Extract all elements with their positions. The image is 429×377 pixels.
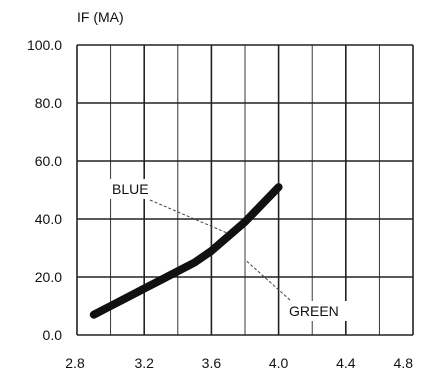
x-tick-label: 4.8: [394, 355, 414, 371]
annotation-background: [285, 301, 351, 321]
annotation-background: [108, 179, 160, 199]
series-layer: [89, 183, 283, 319]
y-tick-label: 80.0: [35, 95, 62, 111]
annotation-label-blue: BLUE: [112, 181, 149, 197]
x-tick-label: 4.4: [336, 355, 356, 371]
y-tick-label: 0.0: [43, 327, 63, 343]
annotation-label-green: GREEN: [289, 303, 339, 319]
y-tick-label: 100.0: [27, 37, 62, 53]
annotation-layer: BLUE GREEN: [108, 179, 351, 321]
x-tick-label: 4.0: [269, 355, 289, 371]
y-tick-label: 60.0: [35, 153, 62, 169]
tick-labels: 0.0 20.0 40.0 60.0 80.0 100.0 2.8 3.2 3.6 4.0 4.4 4…: [27, 37, 413, 371]
grid: [76, 44, 414, 336]
x-tick-label: 2.8: [65, 355, 85, 371]
y-axis-label: IF (MA): [77, 9, 124, 25]
y-tick-label: 20.0: [35, 269, 62, 285]
y-tick-label: 40.0: [35, 211, 62, 227]
annotation-leader-line: [244, 259, 291, 301]
series-line-0: [89, 183, 283, 319]
x-tick-label: 3.6: [202, 355, 222, 371]
annotation-leader-line: [149, 199, 229, 234]
x-tick-label: 3.2: [134, 355, 154, 371]
